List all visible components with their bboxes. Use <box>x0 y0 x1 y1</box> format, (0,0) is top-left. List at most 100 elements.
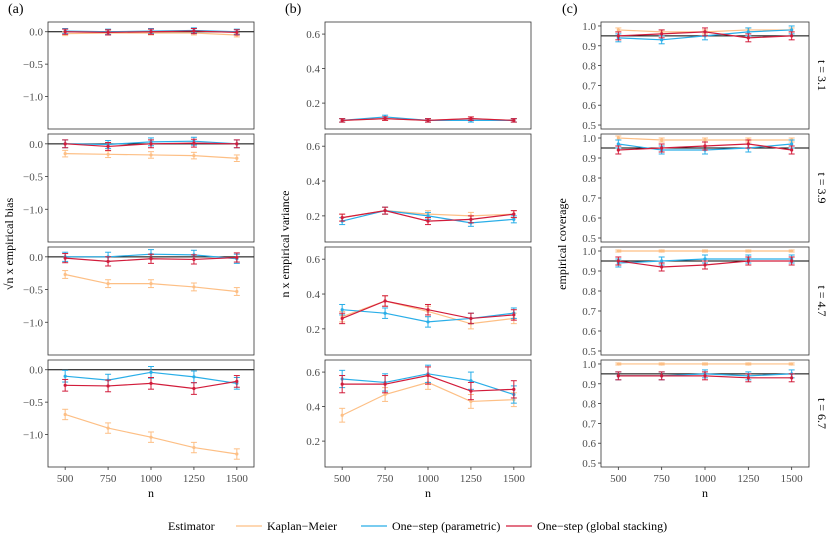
data-point-one-step-global-stacking <box>660 32 664 36</box>
data-point-one-step-global-stacking <box>703 144 707 148</box>
data-point-one-step-global-stacking <box>660 146 664 150</box>
data-point-one-step-global-stacking <box>512 313 516 317</box>
y-tick-label: 0.2 <box>306 211 320 223</box>
y-tick-label: 0.5 <box>582 120 596 132</box>
panel-background <box>325 134 531 242</box>
data-point-one-step-global-stacking <box>746 142 750 146</box>
data-point-kaplan-meier <box>703 362 707 366</box>
y-tick-label: −0.5 <box>23 397 43 409</box>
data-point-one-step-global-stacking <box>746 376 750 380</box>
data-point-one-step-parametric <box>660 259 664 263</box>
panel-border <box>47 246 255 356</box>
data-point-one-step-global-stacking <box>616 148 620 152</box>
data-point-one-step-parametric <box>426 320 430 324</box>
data-point-one-step-parametric <box>192 375 196 379</box>
y-tick-label: 0.0 <box>29 27 43 39</box>
y-axis-title-n-x-empirical-bias: √n x empirical bias <box>2 198 16 291</box>
data-point-kaplan-meier <box>616 249 620 253</box>
data-point-one-step-global-stacking <box>616 34 620 38</box>
panel-2-1: 0.2 0.4 0.6 <box>306 21 532 130</box>
data-point-one-step-global-stacking <box>192 386 196 391</box>
y-tick-label: 1.0 <box>582 359 596 371</box>
data-point-one-step-global-stacking <box>469 389 473 393</box>
data-point-kaplan-meier <box>790 362 794 366</box>
x-tick-label: 500 <box>57 473 74 485</box>
panel-border <box>47 21 255 130</box>
data-point-kaplan-meier <box>469 399 473 404</box>
panel-3-2: 0.5 0.6 0.7 0.8 0.9 1.0 t = 3.9 <box>582 133 829 245</box>
x-axis-title: n <box>702 486 708 500</box>
data-point-one-step-global-stacking <box>426 308 430 312</box>
data-point-kaplan-meier <box>616 362 620 366</box>
data-point-kaplan-meier <box>703 138 707 142</box>
y-axis-title-n-x-empirical-variance: n x empirical variance <box>278 191 292 298</box>
legend-label-kaplan-meier: Kaplan−Meier <box>267 519 337 533</box>
y-tick-label: 1.0 <box>582 133 596 145</box>
panel-1-3: 0.0 −0.5 −1.0 <box>23 246 255 356</box>
y-tick-label: 0.7 <box>582 418 596 430</box>
data-point-one-step-parametric <box>383 311 387 315</box>
data-point-kaplan-meier <box>192 445 196 450</box>
data-point-kaplan-meier <box>703 249 707 253</box>
data-point-one-step-global-stacking <box>340 118 344 122</box>
y-tick-label: 0.7 <box>582 193 596 205</box>
data-point-one-step-parametric <box>469 379 473 383</box>
data-point-kaplan-meier <box>235 289 239 294</box>
y-tick-label: 0.4 <box>306 289 320 301</box>
data-point-one-step-global-stacking <box>149 257 153 261</box>
panel-border <box>600 246 810 356</box>
x-tick-label: 1500 <box>503 473 526 485</box>
y-tick-label: 1.0 <box>582 21 596 33</box>
data-point-one-step-global-stacking <box>63 142 67 146</box>
x-tick-label: 750 <box>653 473 670 485</box>
data-point-kaplan-meier <box>746 362 750 366</box>
y-tick-label: −1.0 <box>23 317 43 329</box>
y-tick-label: 1.0 <box>582 246 596 258</box>
panel-border <box>324 246 532 356</box>
panel-background <box>325 247 531 355</box>
data-point-one-step-global-stacking <box>703 30 707 34</box>
data-point-one-step-global-stacking <box>790 34 794 38</box>
data-point-kaplan-meier <box>149 153 153 157</box>
data-point-one-step-global-stacking <box>340 382 344 386</box>
data-point-one-step-global-stacking <box>746 259 750 263</box>
data-point-one-step-global-stacking <box>235 30 239 34</box>
y-tick-label: 0.6 <box>582 438 596 450</box>
data-point-one-step-parametric <box>340 308 344 312</box>
data-point-one-step-global-stacking <box>469 316 473 321</box>
legend-label-one-step-parametric: One−step (parametric) <box>392 519 500 533</box>
y-tick-label: 0.4 <box>306 402 320 414</box>
data-point-kaplan-meier <box>192 154 196 158</box>
data-point-one-step-parametric <box>660 38 664 42</box>
panel-border <box>47 133 255 243</box>
data-point-kaplan-meier <box>235 156 239 160</box>
y-tick-label: 0.7 <box>582 80 596 92</box>
data-point-one-step-global-stacking <box>149 142 153 146</box>
x-axis-title: n <box>425 486 431 500</box>
y-tick-label: 0.9 <box>582 379 596 391</box>
data-point-one-step-global-stacking <box>383 299 387 303</box>
data-point-one-step-global-stacking <box>383 209 387 213</box>
data-point-kaplan-meier <box>63 412 67 417</box>
data-point-kaplan-meier <box>660 249 664 253</box>
data-point-one-step-global-stacking <box>149 381 153 385</box>
data-point-one-step-global-stacking <box>616 259 620 263</box>
data-point-one-step-global-stacking <box>106 144 110 149</box>
data-point-one-step-global-stacking <box>703 263 707 267</box>
row-strip-label: t = 3.1 <box>815 60 829 91</box>
y-tick-label: 0.6 <box>306 29 320 41</box>
x-tick-label: 1000 <box>417 473 440 485</box>
y-tick-label: 0.6 <box>582 326 596 338</box>
y-tick-label: 0.8 <box>582 173 596 185</box>
panel-border <box>324 21 532 130</box>
data-point-one-step-global-stacking <box>746 36 750 40</box>
y-tick-label: −0.5 <box>23 59 43 71</box>
data-point-one-step-global-stacking <box>340 216 344 220</box>
y-tick-label: 0.7 <box>582 306 596 318</box>
legend-label-one-step-global-stacking: One−step (global stacking) <box>537 519 667 533</box>
panel-background <box>48 22 254 129</box>
y-tick-label: 0.5 <box>582 458 596 470</box>
data-point-one-step-global-stacking <box>383 382 387 386</box>
y-tick-label: 0.6 <box>582 100 596 112</box>
panel-background <box>325 22 531 129</box>
